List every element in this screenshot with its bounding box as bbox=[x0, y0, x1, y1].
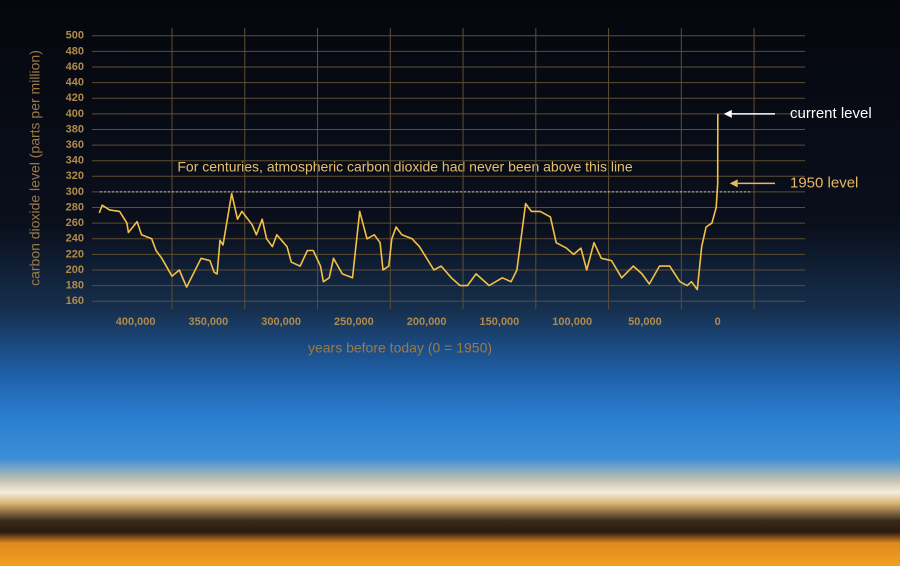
annotation: For centuries, atmospheric carbon dioxid… bbox=[177, 159, 632, 175]
y-tick-label: 320 bbox=[66, 170, 84, 182]
x-tick-label: 50,000 bbox=[628, 316, 662, 328]
y-tick-label: 440 bbox=[66, 77, 84, 89]
y-tick-label: 160 bbox=[66, 295, 84, 307]
y-tick-label: 460 bbox=[66, 61, 84, 73]
y-tick-label: 300 bbox=[66, 186, 84, 198]
y-tick-label: 380 bbox=[66, 123, 84, 135]
arrow-head bbox=[723, 109, 732, 118]
x-axis-label: years before today (0 = 1950) bbox=[308, 340, 492, 356]
y-tick-label: 360 bbox=[66, 139, 84, 151]
current-label: current level bbox=[790, 105, 872, 122]
y-tick-label: 500 bbox=[66, 30, 84, 42]
y-axis-label: carbon dioxide level (parts per million) bbox=[27, 50, 43, 286]
x-tick-label: 300,000 bbox=[261, 316, 301, 328]
data-line bbox=[98, 113, 719, 291]
x-tick-label: 400,000 bbox=[116, 316, 156, 328]
y-tick-label: 420 bbox=[66, 92, 84, 104]
y-tick-label: 400 bbox=[66, 108, 84, 120]
y-tick-label: 260 bbox=[66, 217, 84, 229]
y-tick-label: 340 bbox=[66, 155, 84, 167]
y-tick-label: 200 bbox=[66, 264, 84, 276]
x-tick-label: 100,000 bbox=[552, 316, 592, 328]
x-tick-label: 0 bbox=[715, 316, 721, 328]
x-tick-label: 150,000 bbox=[480, 316, 520, 328]
y-tick-label: 240 bbox=[66, 233, 84, 245]
x-tick-label: 200,000 bbox=[407, 316, 447, 328]
x-tick-label: 250,000 bbox=[334, 316, 374, 328]
y-tick-label: 280 bbox=[66, 201, 84, 213]
x-tick-label: 350,000 bbox=[189, 316, 229, 328]
y-tick-label: 180 bbox=[66, 279, 84, 291]
arrow-head bbox=[729, 179, 738, 188]
y-tick-label: 480 bbox=[66, 45, 84, 57]
y-tick-label: 220 bbox=[66, 248, 84, 260]
level-1950-label: 1950 level bbox=[790, 174, 858, 191]
